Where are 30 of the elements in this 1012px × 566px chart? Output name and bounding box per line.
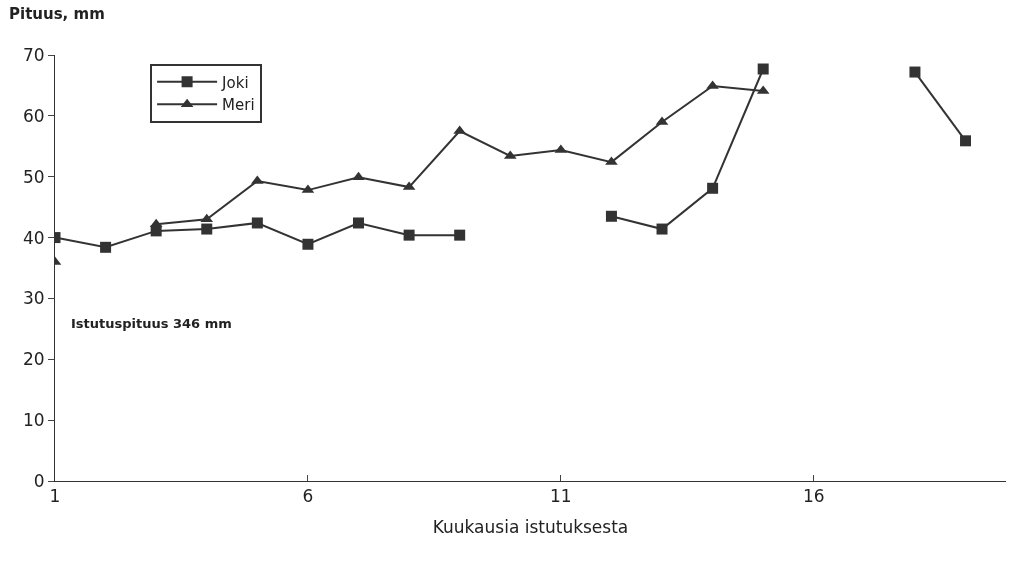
y-tick-label: 20 <box>22 349 45 370</box>
x-tick-label: 1 <box>49 486 61 507</box>
y-tick-label: 0 <box>33 470 45 491</box>
point <box>605 210 617 222</box>
x-tick-label: 11 <box>550 486 572 507</box>
y-tick-label: 10 <box>22 410 45 431</box>
y-tick-label: 60 <box>22 105 45 126</box>
legend-label: Joki <box>221 73 249 92</box>
y-tick-label: 40 <box>22 227 45 248</box>
x-tick-label: 16 <box>802 486 825 507</box>
point <box>201 223 213 235</box>
x-axis-title: Kuukausia istutuksesta <box>432 516 629 537</box>
point <box>757 63 769 75</box>
annotation: Istutuspituus 346 mm <box>71 316 232 331</box>
y-axis-title: Pituus, mm <box>9 5 105 23</box>
point <box>656 223 668 235</box>
point <box>454 229 466 241</box>
legend-label: Meri <box>222 96 255 115</box>
y-tick-label: 50 <box>22 166 45 187</box>
point <box>352 171 365 181</box>
y-tick-label: 30 <box>22 288 45 309</box>
point <box>403 229 415 241</box>
x-tick-label: 6 <box>302 486 314 507</box>
point <box>353 217 365 229</box>
point <box>100 241 112 253</box>
point <box>302 238 314 250</box>
y-tick-label: 70 <box>22 44 45 65</box>
point <box>707 182 719 194</box>
point <box>200 213 214 223</box>
point <box>251 217 263 229</box>
